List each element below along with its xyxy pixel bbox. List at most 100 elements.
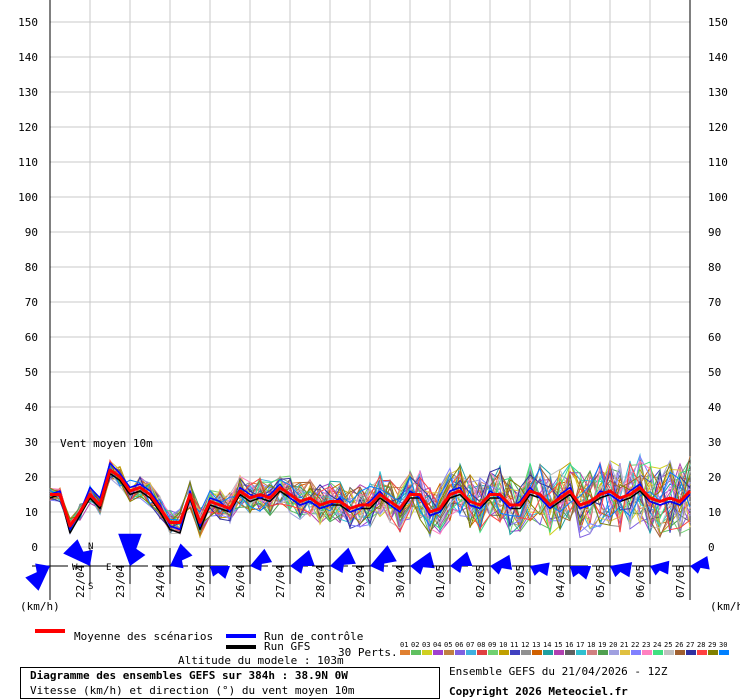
y-tick-label: 10 (708, 506, 721, 519)
pert-number: 23 (642, 641, 650, 649)
pert-swatch (620, 650, 630, 655)
pert-number: 10 (499, 641, 507, 649)
rose-petal (210, 566, 220, 577)
pert-number: 26 (675, 641, 683, 649)
legend-mean-swatch (35, 629, 65, 633)
perturbation-legend: 01 02 03 04 05 06 07 08 09 10 11 12 13 14 15 16 17 18 19 20… (400, 641, 729, 655)
footer-subtitle: Vitesse (km/h) et direction (°) du vent … (30, 684, 355, 697)
y-tick-label: 140 (708, 51, 728, 64)
rose-petal (450, 551, 473, 566)
pert-number: 19 (598, 641, 606, 649)
y-tick-label: 0 (31, 541, 38, 554)
title-box: Diagramme des ensembles GEFS sur 384h : … (20, 667, 440, 699)
x-date-label: 27/04 (274, 565, 287, 598)
pert-swatch (686, 650, 696, 655)
y-tick-label: 100 (18, 191, 38, 204)
wind-rose (25, 548, 68, 591)
x-axis-date-labels: 22/04 23/04 24/04 25/04 26/04 27/04 28/04 29/04… (74, 565, 687, 598)
pert-number: 04 (433, 641, 441, 649)
rose-petal (370, 562, 385, 573)
y-tick-label: 80 (708, 261, 721, 274)
compass-w: W (72, 563, 78, 573)
pert-number: 06 (455, 641, 463, 649)
rose-petal (650, 560, 670, 575)
y-tick-label: 60 (708, 331, 721, 344)
rose-petal (118, 533, 142, 566)
pert-swatch (631, 650, 641, 655)
pert-number: 25 (664, 641, 672, 649)
wind-rose (63, 539, 108, 584)
pert-number: 21 (620, 641, 628, 649)
mean-line (50, 468, 692, 528)
rose-petal (610, 562, 633, 578)
rose-petal (250, 562, 262, 572)
pert-number: 29 (708, 641, 716, 649)
pert-swatch (411, 650, 421, 655)
pert-swatch (444, 650, 454, 655)
y-tick-label: 70 (25, 296, 38, 309)
x-date-label: 06/05 (634, 565, 647, 598)
x-date-label: 03/05 (514, 565, 527, 598)
rose-petal (210, 566, 230, 579)
x-date-label: 05/05 (594, 565, 607, 598)
legend-control-swatch (226, 634, 256, 638)
x-date-label: 30/04 (394, 565, 407, 598)
pert-number: 14 (543, 641, 551, 649)
wind-rose (592, 548, 633, 584)
y-tick-label: 90 (25, 226, 38, 239)
wind-rose (512, 548, 550, 584)
rose-petal (410, 565, 424, 575)
rose-petal (690, 566, 701, 574)
x-date-label: 07/05 (674, 565, 687, 598)
x-date-label: 26/04 (234, 565, 247, 598)
rose-petal (530, 566, 540, 576)
wind-rose (312, 547, 356, 584)
y-tick-label: 140 (18, 51, 38, 64)
y-tick-label: 100 (708, 191, 728, 204)
pert-swatch (400, 650, 410, 655)
y-unit-left: (km/h) (20, 600, 60, 613)
x-date-label: 22/04 (74, 565, 87, 598)
pert-swatch (554, 650, 564, 655)
pert-swatch (477, 650, 487, 655)
rose-petal (25, 566, 50, 591)
pert-swatch (565, 650, 575, 655)
pert-swatch (587, 650, 597, 655)
compass-s: S (88, 582, 93, 592)
rose-petal (690, 556, 710, 570)
pert-number: 02 (411, 641, 419, 649)
rose-petal (130, 547, 146, 566)
y-tick-label: 110 (18, 156, 38, 169)
pert-number: 12 (521, 641, 529, 649)
y-tick-label: 130 (708, 86, 728, 99)
control-line (49, 462, 691, 531)
rose-petal (490, 566, 503, 575)
pert-swatch (532, 650, 542, 655)
pert-swatch (499, 650, 509, 655)
pert-number: 13 (532, 641, 540, 649)
pert-number: 08 (477, 641, 485, 649)
rose-petal (450, 564, 463, 573)
rose-petal (35, 563, 50, 574)
pert-number: 27 (686, 641, 694, 649)
altitude-text: Altitude du modele : 103m (178, 654, 344, 667)
pert-number: 15 (554, 641, 562, 649)
wind-rose (272, 548, 315, 584)
legend-gfs-label: Run GFS (264, 640, 310, 653)
pert-swatch (433, 650, 443, 655)
legend-perts-label: 30 Perts. (338, 646, 398, 659)
rose-petal (370, 545, 397, 566)
wind-roses (25, 533, 710, 591)
y-tick-label: 70 (708, 296, 721, 309)
pert-swatch (708, 650, 718, 655)
pert-number: 05 (444, 641, 452, 649)
perturbation-line (49, 461, 691, 534)
mean-line-path (50, 468, 692, 528)
rose-petal (170, 559, 184, 569)
pert-number: 11 (510, 641, 518, 649)
rose-petal (63, 539, 90, 566)
pert-number: 07 (466, 641, 474, 649)
y-tick-label: 130 (18, 86, 38, 99)
legend-mean-label: Moyenne des scénarios (74, 630, 213, 643)
